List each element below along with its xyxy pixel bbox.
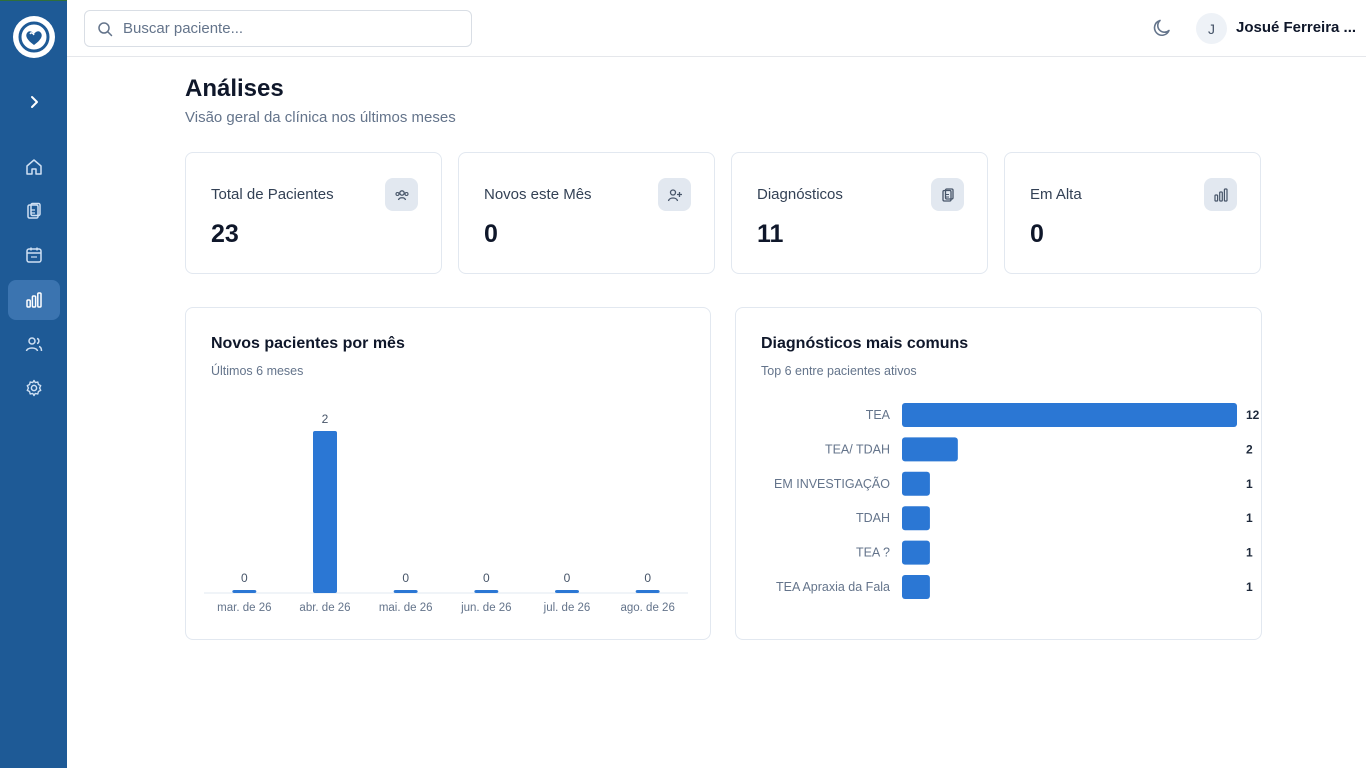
bar-chart-icon: [1204, 178, 1237, 211]
x-tick-label: mai. de 26: [379, 602, 433, 614]
sidebar-item-settings[interactable]: [8, 368, 60, 408]
bar[interactable]: [902, 437, 958, 462]
moon-icon[interactable]: [1150, 16, 1174, 40]
bar-value-label: 1: [1246, 511, 1253, 525]
bar[interactable]: [902, 540, 930, 565]
bar-value-label: 2: [322, 412, 329, 426]
chart-subtitle: Últimos 6 meses: [211, 364, 304, 378]
stat-value: 23: [211, 220, 239, 248]
sidebar-expand-button[interactable]: [8, 82, 60, 122]
bar[interactable]: [635, 590, 660, 593]
stat-card-discharged: Em Alta 0: [1004, 152, 1261, 274]
search-box[interactable]: [84, 10, 472, 47]
x-tick-label: abr. de 26: [299, 602, 350, 614]
stat-label: Diagnósticos: [757, 186, 843, 203]
bar[interactable]: [313, 431, 337, 593]
sidebar-item-calendar[interactable]: [8, 235, 60, 275]
home-icon: [26, 159, 42, 175]
bar-value-label: 0: [402, 571, 409, 585]
stat-label: Em Alta: [1030, 186, 1082, 203]
x-tick-label: mar. de 26: [217, 602, 271, 614]
bar[interactable]: [902, 506, 930, 531]
y-tick-label: TEA Apraxia da Fala: [776, 580, 890, 594]
chart-title: Diagnósticos mais comuns: [761, 335, 969, 352]
stat-card-new-this-month: Novos este Mês 0: [458, 152, 715, 274]
bar-value-label: 0: [241, 571, 248, 585]
bar[interactable]: [232, 590, 257, 593]
stat-value: 0: [484, 220, 498, 248]
users-icon: [25, 337, 43, 352]
bar-value-label: 0: [564, 571, 571, 585]
y-tick-label: EM INVESTIGAÇÃO: [774, 477, 890, 491]
user-name[interactable]: Josué Ferreira ...: [1236, 19, 1357, 36]
top-diagnoses-bar-chart: TEA 12 TEA/ TDAH 2 EM INVESTIGAÇÃO 1 TDAH 1 TEA …: [774, 403, 1260, 599]
page-subtitle: Visão geral da clínica nos últimos meses: [185, 109, 456, 126]
stat-value: 0: [1030, 220, 1044, 248]
sidebar-item-patients[interactable]: [8, 324, 60, 364]
new-patients-bar-chart: 0 mar. de 26 2 abr. de 26 0 mai. de 26 0 jun. d…: [204, 412, 688, 614]
x-tick-label: jun. de 26: [460, 602, 512, 614]
bar-value-label: 0: [483, 571, 490, 585]
bar[interactable]: [393, 590, 418, 593]
chart-subtitle: Top 6 entre pacientes ativos: [761, 364, 917, 378]
clipboard-icon: [27, 202, 41, 219]
bar[interactable]: [902, 471, 930, 496]
calendar-icon: [26, 247, 42, 263]
bar-chart-icon: [26, 292, 42, 308]
stat-card-diagnoses: Diagnósticos 11: [731, 152, 988, 274]
sidebar-item-home[interactable]: [8, 147, 60, 187]
y-tick-label: TEA/ TDAH: [825, 442, 890, 456]
bar[interactable]: [902, 403, 1237, 427]
gear-icon: [26, 379, 42, 397]
stat-label: Novos este Mês: [484, 186, 592, 203]
bar[interactable]: [555, 590, 579, 593]
avatar[interactable]: J: [1196, 13, 1227, 44]
sidebar-item-analytics[interactable]: [8, 280, 60, 320]
search-icon: [98, 21, 113, 36]
bar-value-label: 2: [1246, 442, 1253, 456]
y-tick-label: TEA: [866, 408, 891, 422]
page-title: Análises: [185, 75, 284, 102]
sidebar: [0, 0, 67, 768]
x-tick-label: ago. de 26: [620, 602, 674, 614]
bar-value-label: 1: [1246, 546, 1253, 560]
chevron-right-icon: [31, 96, 38, 108]
user-plus-icon: [658, 178, 691, 211]
bar[interactable]: [474, 590, 499, 593]
bar[interactable]: [902, 575, 930, 599]
sidebar-item-records[interactable]: [8, 191, 60, 231]
users-group-icon: [385, 178, 418, 211]
logo[interactable]: [13, 16, 55, 58]
bar-value-label: 1: [1246, 477, 1253, 491]
bar-value-label: 1: [1246, 580, 1253, 594]
x-tick-label: jul. de 26: [543, 602, 591, 614]
bar-value-label: 12: [1246, 408, 1260, 422]
stat-value: 11: [757, 220, 784, 248]
search-input[interactable]: [123, 20, 453, 37]
topbar: J Josué Ferreira ...: [67, 0, 1366, 57]
logo-heart-icon: [18, 21, 50, 53]
bar-value-label: 0: [644, 571, 651, 585]
chart-card-top-diagnoses: Diagnósticos mais comuns Top 6 entre pac…: [735, 307, 1262, 640]
stat-label: Total de Pacientes: [211, 186, 334, 203]
chart-card-new-patients: Novos pacientes por mês Últimos 6 meses …: [185, 307, 711, 640]
y-tick-label: TDAH: [856, 511, 890, 525]
chart-title: Novos pacientes por mês: [211, 335, 405, 352]
y-tick-label: TEA ?: [856, 546, 890, 560]
stat-card-total-patients: Total de Pacientes 23: [185, 152, 442, 274]
clipboard-copy-icon: [931, 178, 964, 211]
